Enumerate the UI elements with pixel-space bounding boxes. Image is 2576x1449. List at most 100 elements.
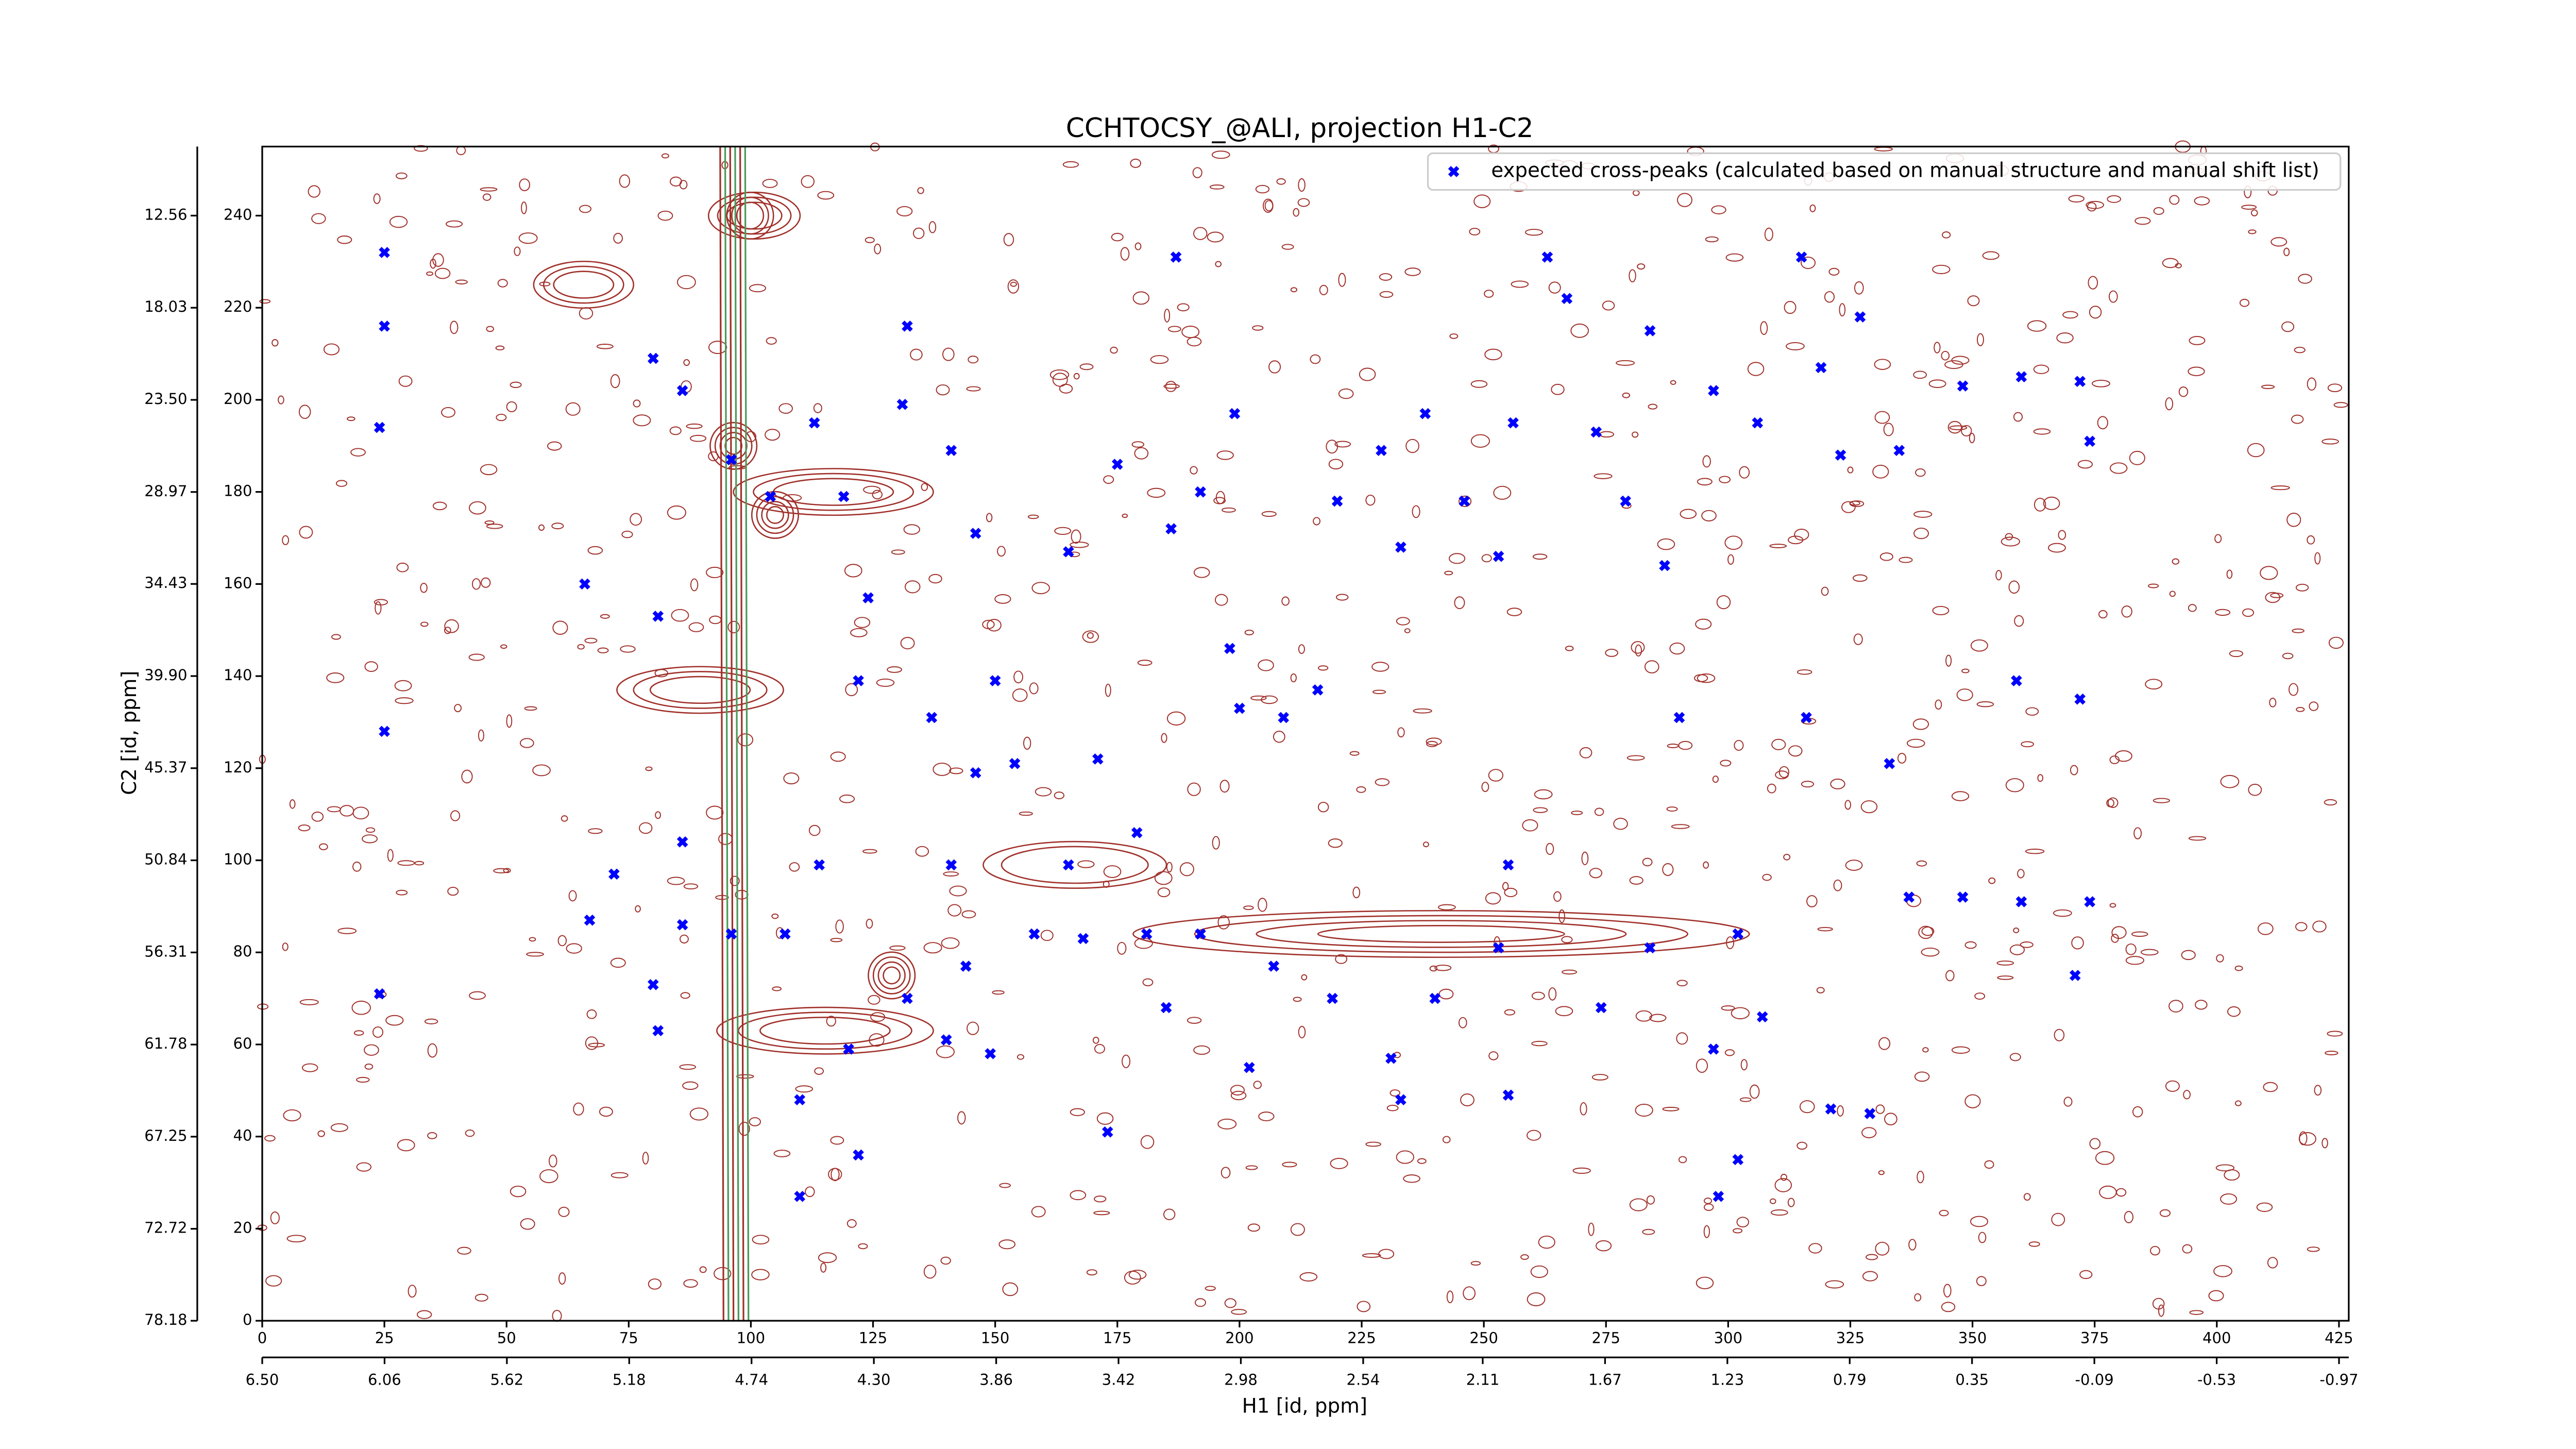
contour xyxy=(356,1162,372,1172)
contour xyxy=(923,942,942,954)
legend-box xyxy=(1427,152,2342,191)
contour xyxy=(1243,905,1254,911)
x-tick-label: 175 xyxy=(1103,1329,1132,1347)
cross-peak xyxy=(985,1048,996,1059)
contour xyxy=(789,862,800,872)
contour xyxy=(690,578,699,592)
contour xyxy=(1470,1261,1481,1266)
contour xyxy=(408,1285,417,1298)
contour xyxy=(510,1185,527,1198)
y-tick-label: 180 xyxy=(224,482,252,500)
contour xyxy=(1070,1190,1087,1201)
contour xyxy=(1019,811,1033,816)
contour xyxy=(940,1256,951,1265)
cross-peak xyxy=(794,1094,806,1106)
contour xyxy=(1122,513,1128,518)
contour xyxy=(1767,783,1776,794)
contour xyxy=(468,653,485,661)
contour xyxy=(805,1186,815,1198)
contour xyxy=(992,990,1005,995)
contour xyxy=(506,714,513,728)
cross-peak xyxy=(1903,891,1915,903)
contour xyxy=(1916,860,1927,867)
contour xyxy=(353,1030,364,1036)
y2-tick-label: 34.43 xyxy=(144,574,187,592)
contour xyxy=(621,530,633,538)
contour xyxy=(584,637,598,644)
contour xyxy=(1297,198,1310,207)
contour xyxy=(1918,925,1934,939)
contour xyxy=(680,992,690,999)
contour xyxy=(1553,891,1562,902)
contour xyxy=(299,526,313,539)
contour xyxy=(1913,370,1927,379)
cross-peak xyxy=(1419,408,1431,419)
contour xyxy=(1632,431,1639,438)
contour xyxy=(1897,753,1907,764)
contour xyxy=(1642,857,1653,867)
contour xyxy=(667,505,686,520)
contour xyxy=(1193,1045,1210,1055)
contour xyxy=(2153,798,2171,803)
contour xyxy=(1944,360,1963,369)
contour xyxy=(1070,1108,1086,1116)
contour xyxy=(1945,970,1955,982)
cross-peak xyxy=(676,385,688,396)
contour xyxy=(887,666,903,673)
contour xyxy=(1942,231,1951,239)
contour xyxy=(1670,380,1676,385)
contour xyxy=(949,767,963,774)
contour xyxy=(346,416,355,422)
contour xyxy=(630,513,642,526)
contour xyxy=(2013,412,2023,422)
contour xyxy=(778,403,793,414)
contour xyxy=(454,704,462,713)
x2-tick-label: 0.35 xyxy=(1955,1371,1989,1388)
contour xyxy=(1558,909,1565,923)
contour xyxy=(1111,232,1124,242)
contour xyxy=(966,386,981,392)
contour xyxy=(568,890,577,902)
cross-peak xyxy=(374,422,385,433)
contour xyxy=(1591,1074,1608,1081)
contour xyxy=(1328,838,1343,848)
contour xyxy=(2220,1193,2238,1205)
cross-peak xyxy=(1561,293,1573,305)
contour xyxy=(1122,1054,1131,1068)
contour xyxy=(835,919,844,934)
x2-tick-label: 2.98 xyxy=(1224,1371,1258,1388)
cross-peak xyxy=(1590,426,1602,438)
contour xyxy=(1335,594,1349,601)
contour xyxy=(1082,630,1099,643)
contour xyxy=(482,193,492,201)
contour xyxy=(373,193,381,204)
contour xyxy=(319,843,328,850)
contour xyxy=(2241,205,2257,210)
cross-peak xyxy=(1825,1103,1837,1115)
contour xyxy=(795,1085,814,1093)
contour xyxy=(1875,1241,1890,1256)
contour xyxy=(385,1015,404,1026)
y-tick-label: 120 xyxy=(224,759,252,776)
y-axis-label: C2 [id, ppm] xyxy=(118,671,141,795)
contour xyxy=(1268,360,1281,374)
contour xyxy=(389,215,408,228)
contour xyxy=(1562,969,1578,975)
contour xyxy=(2095,1151,2115,1165)
cross-peak xyxy=(989,675,1001,686)
x2-tick-label: 5.18 xyxy=(613,1371,646,1388)
contour xyxy=(427,1043,437,1058)
contour xyxy=(1526,1130,1541,1141)
contour xyxy=(1404,628,1411,633)
contour xyxy=(2261,384,2275,390)
contour xyxy=(1310,354,1321,364)
contour xyxy=(2248,784,2262,796)
contour xyxy=(394,680,412,692)
y2-tick-label: 18.03 xyxy=(144,298,187,315)
contour xyxy=(524,706,537,711)
contour xyxy=(733,468,934,516)
contour xyxy=(2224,1169,2240,1181)
cross-peak xyxy=(1708,385,1719,396)
contour xyxy=(2053,909,2072,917)
contour xyxy=(1572,1167,1591,1174)
